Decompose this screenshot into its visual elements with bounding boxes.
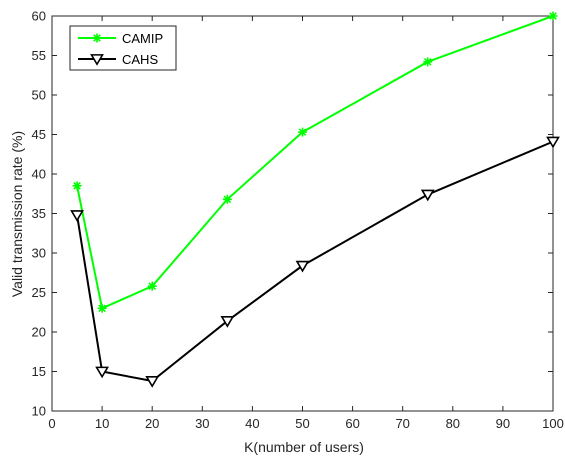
x-tick-label: 30 xyxy=(195,416,209,431)
data-point-camip xyxy=(298,127,307,137)
data-point-camip xyxy=(147,281,157,291)
y-tick-label: 20 xyxy=(32,325,46,340)
x-tick-label: 40 xyxy=(245,416,259,431)
data-point-camip xyxy=(548,11,558,21)
x-axis: 0 10 20 30 40 50 60 70 80 90 100 xyxy=(48,16,564,431)
x-tick-label: 10 xyxy=(95,416,109,431)
data-point-cahs xyxy=(546,136,560,149)
y-tick-label: 40 xyxy=(32,167,46,182)
legend-item-cahs: CAHS xyxy=(78,52,158,67)
legend-label: CAHS xyxy=(122,52,158,67)
legend-box xyxy=(69,25,177,71)
y-tick-label: 55 xyxy=(32,48,46,63)
y-tick-label: 15 xyxy=(32,364,46,379)
data-point-cahs xyxy=(95,366,109,379)
x-tick-label: 100 xyxy=(542,416,564,431)
legend-item-camip: CAMIP xyxy=(78,31,163,46)
legend-marker xyxy=(92,33,102,43)
x-tick-label: 80 xyxy=(446,416,460,431)
data-point-camip xyxy=(222,194,232,204)
y-tick-label: 10 xyxy=(32,404,46,419)
y-tick-label: 35 xyxy=(32,206,46,221)
data-point-camip xyxy=(97,303,107,313)
legend: CAMIP CAHS xyxy=(69,25,177,71)
x-tick-label: 70 xyxy=(395,416,409,431)
x-tick-label: 60 xyxy=(345,416,359,431)
x-tick-label: 20 xyxy=(145,416,159,431)
legend-marker xyxy=(90,54,104,66)
series-layer xyxy=(70,11,560,388)
data-point-camip xyxy=(72,181,82,191)
data-point-cahs xyxy=(145,376,160,388)
x-tick-label: 0 xyxy=(48,416,55,431)
legend-label: CAMIP xyxy=(122,31,163,46)
y-tick-label: 50 xyxy=(32,88,46,103)
y-tick-label: 60 xyxy=(32,9,46,24)
y-axis: 10 15 20 25 30 35 40 45 50 55 60 xyxy=(32,9,553,419)
x-tick-label: 90 xyxy=(496,416,510,431)
data-point-cahs xyxy=(220,316,235,328)
x-tick-label: 50 xyxy=(295,416,309,431)
series-camip xyxy=(72,11,558,313)
y-axis-title: Valid transmission rate (%) xyxy=(9,131,25,297)
data-point-camip xyxy=(423,57,433,67)
y-tick-label: 45 xyxy=(32,127,46,142)
series-cahs xyxy=(70,136,560,388)
plot-frame xyxy=(51,15,554,412)
x-axis-title: K(number of users) xyxy=(244,439,364,455)
data-point-cahs xyxy=(420,189,435,202)
y-tick-label: 30 xyxy=(32,246,46,261)
plot-box xyxy=(51,15,554,412)
data-point-cahs xyxy=(70,210,84,222)
data-point-cahs xyxy=(295,260,310,273)
y-tick-label: 25 xyxy=(32,285,46,300)
